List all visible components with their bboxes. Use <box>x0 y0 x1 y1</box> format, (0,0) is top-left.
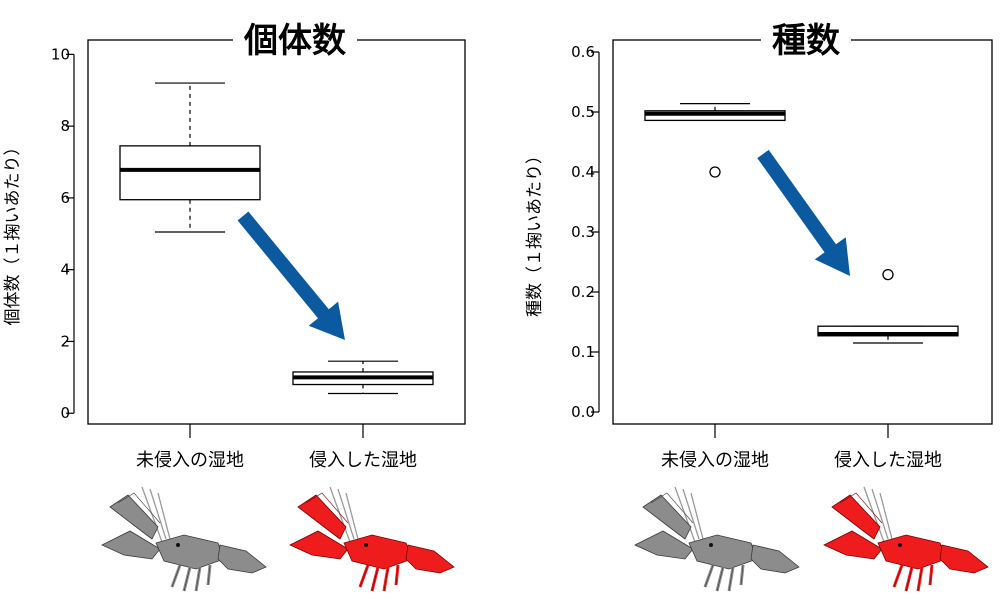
crayfish-claw-edge <box>839 492 883 524</box>
decrease-arrow <box>757 149 850 276</box>
chart-title: 種数 <box>772 21 840 61</box>
crayfish-eye <box>176 543 180 547</box>
crayfish-body <box>877 534 947 570</box>
crayfish-antenna <box>141 486 171 543</box>
y-tick-label: 0.0 <box>571 403 595 421</box>
y-axis-label: 個体数（１掬いあたり） <box>3 139 23 326</box>
crayfish-eye <box>709 543 713 547</box>
chart-panel-1: 個体数 0 2 4 6 8 10 個体数（１掬いあたり） 未侵入の湿地 侵入した湿地 <box>3 21 466 592</box>
box-1 <box>644 102 786 178</box>
title-gap <box>761 37 851 43</box>
x-tick-label: 未侵入の湿地 <box>661 450 769 471</box>
crayfish-leg-lines <box>359 564 399 592</box>
chart-title: 個体数 <box>243 21 346 61</box>
plot-frame <box>612 39 993 425</box>
y-tick-label: 10 <box>51 45 70 63</box>
box-iqr <box>119 145 261 201</box>
crayfish-legs <box>358 564 400 592</box>
x-tick-label: 侵入した湿地 <box>309 450 417 471</box>
crayfish-claw <box>823 530 883 560</box>
x-tick-label: 未侵入の湿地 <box>136 450 244 471</box>
crayfish-tail <box>217 544 267 574</box>
crayfish-claw <box>109 494 159 540</box>
crayfish-icon <box>823 486 989 592</box>
box-2 <box>292 360 434 395</box>
x-tick-label: 侵入した湿地 <box>834 450 942 471</box>
box-2 <box>817 268 959 344</box>
outlier-point <box>709 166 721 178</box>
crayfish-antenna <box>329 486 359 543</box>
crayfish-body <box>343 534 413 570</box>
y-axis-label: 種数（１掬いあたり） <box>525 147 545 317</box>
crayfish-icon <box>101 486 267 592</box>
crayfish-eye <box>898 543 902 547</box>
crayfish-claw <box>642 494 692 540</box>
y-tick-label: 6 <box>60 189 70 207</box>
plot-frame <box>87 39 466 425</box>
crayfish-claw-edge <box>305 492 349 524</box>
crayfish-claw-edge <box>650 492 694 524</box>
crayfish-icon <box>289 486 455 592</box>
chart-panel-2: 種数 0.0 0.1 0.2 0.3 0.4 0.5 0.6 種数（１掬いあたり） 未侵入の湿地 侵… <box>525 21 993 592</box>
crayfish-body <box>155 534 225 570</box>
crayfish-legs <box>892 564 934 592</box>
crayfish-claw <box>297 494 347 540</box>
crayfish-claw <box>831 494 881 540</box>
crayfish-eye <box>364 543 368 547</box>
y-tick-label: 0.6 <box>571 43 595 61</box>
y-tick-label: 0.5 <box>571 103 595 121</box>
crayfish-claw <box>101 530 161 560</box>
y-tick-label: 0 <box>60 404 70 422</box>
y-tick-label: 0.4 <box>571 163 595 181</box>
y-tick-label: 8 <box>60 117 70 135</box>
crayfish-legs <box>170 564 212 592</box>
title-gap <box>233 37 357 43</box>
decrease-arrow <box>237 211 345 340</box>
crayfish-antenna <box>863 486 893 543</box>
y-tick-label: 0.2 <box>571 283 595 301</box>
outlier-point <box>882 268 894 281</box>
y-tick-label: 0.3 <box>571 223 595 241</box>
y-tick-label: 0.1 <box>571 343 595 361</box>
crayfish-antenna <box>674 486 704 543</box>
crayfish-leg-lines <box>893 564 933 592</box>
crayfish-legs <box>703 564 745 592</box>
crayfish-leg-lines <box>704 564 744 592</box>
crayfish-icon <box>634 486 800 592</box>
crayfish-tail <box>750 544 800 574</box>
crayfish-body <box>688 534 758 570</box>
crayfish-tail <box>405 544 455 574</box>
y-tick-label: 4 <box>60 261 70 279</box>
y-tick-label: 2 <box>60 332 70 350</box>
crayfish-claw <box>634 530 694 560</box>
crayfish-claw-edge <box>117 492 161 524</box>
crayfish-claw <box>289 530 349 560</box>
crayfish-leg-lines <box>171 564 211 592</box>
box-1 <box>119 82 261 233</box>
crayfish-tail <box>939 544 989 574</box>
